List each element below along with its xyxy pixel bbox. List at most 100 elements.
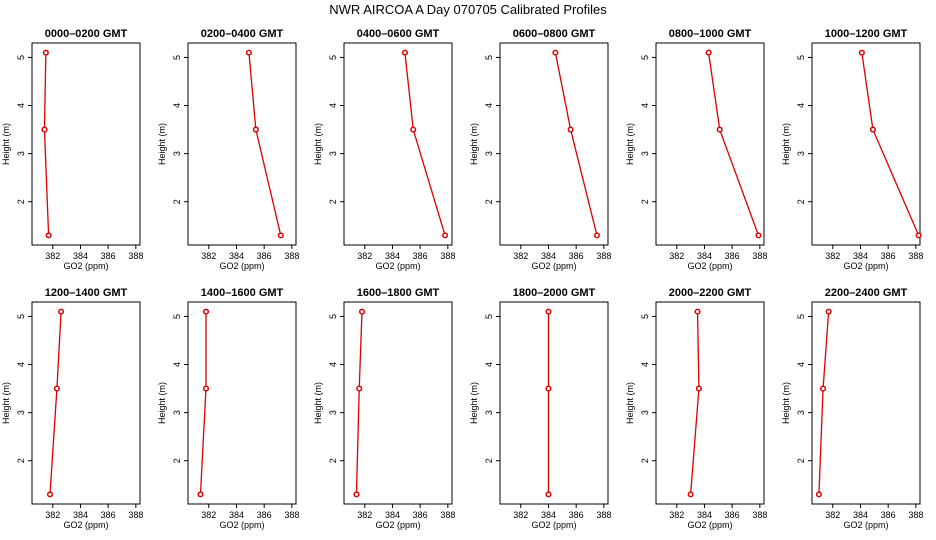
panel-title: 1400–1600 GMT — [201, 287, 284, 299]
x-axis-label: GO2 (ppm) — [843, 261, 888, 271]
x-tick-label: 382 — [825, 251, 840, 261]
data-point — [545, 385, 552, 392]
x-tick-label: 388 — [440, 251, 455, 261]
chart-panel-9: 1600–1800 GMT 382 384 386 388 2 3 4 5 GO2 (ppm) He… — [313, 287, 455, 530]
x-tick-label: 386 — [101, 510, 116, 520]
x-axis-label: GO2 (ppm) — [843, 520, 888, 530]
y-tick-label: 3 — [16, 151, 26, 156]
x-tick-label: 386 — [413, 510, 428, 520]
chart-panel-4: 0600–0800 GMT 382 384 386 388 2 3 4 5 GO2 (ppm) He… — [469, 28, 611, 271]
chart-panel-3: 0400–0600 GMT 382 384 386 388 2 3 4 5 GO2 (ppm) He… — [313, 28, 455, 271]
x-tick-label: 386 — [725, 251, 740, 261]
y-axis-label: Height (m) — [781, 123, 791, 165]
y-tick-label: 4 — [172, 362, 182, 367]
data-point — [202, 308, 210, 315]
profile-line — [199, 311, 207, 495]
y-tick-label: 3 — [796, 410, 806, 415]
x-tick-label: 388 — [752, 510, 767, 520]
chart-panel-2: 0200–0400 GMT 382 384 386 388 2 3 4 5 GO2 (ppm) He… — [157, 28, 299, 271]
x-axis-label: GO2 (ppm) — [687, 261, 732, 271]
y-axis-label: Height (m) — [781, 382, 791, 424]
x-axis-label: GO2 (ppm) — [219, 261, 264, 271]
y-tick-label: 4 — [328, 362, 338, 367]
y-tick-label: 3 — [796, 151, 806, 156]
x-tick-label: 382 — [201, 251, 216, 261]
panel-title: 2000–2200 GMT — [669, 287, 752, 299]
x-tick-label: 382 — [513, 510, 528, 520]
x-axis-label: GO2 (ppm) — [687, 520, 732, 530]
data-point — [46, 491, 54, 498]
profile-line — [49, 311, 62, 495]
plot-frame — [343, 42, 453, 246]
y-tick-label: 2 — [484, 199, 494, 204]
data-point — [567, 126, 574, 133]
y-tick-label: 4 — [796, 103, 806, 108]
data-point — [552, 49, 559, 56]
x-tick-label: 386 — [257, 510, 272, 520]
y-tick-label: 4 — [640, 362, 650, 367]
y-axis-label: Height (m) — [313, 382, 323, 424]
y-tick-label: 4 — [796, 362, 806, 367]
y-tick-label: 3 — [640, 151, 650, 156]
y-tick-label: 4 — [16, 362, 26, 367]
chart-panel-10: 1800–2000 GMT 382 384 386 388 2 3 4 5 GO2 (ppm) He… — [469, 287, 611, 530]
x-tick-label: 382 — [45, 510, 60, 520]
panel-title: 0000–0200 GMT — [45, 28, 128, 40]
data-point — [58, 308, 65, 315]
x-axis-label: GO2 (ppm) — [531, 520, 576, 530]
plot-frame — [31, 42, 141, 246]
data-point — [202, 385, 210, 392]
x-tick-label: 382 — [669, 510, 684, 520]
x-tick-label: 388 — [284, 251, 299, 261]
x-tick-label: 388 — [908, 251, 923, 261]
data-point — [858, 49, 865, 56]
data-point — [42, 49, 49, 56]
y-axis-label: Height (m) — [1, 123, 11, 165]
x-axis-label: GO2 (ppm) — [63, 261, 108, 271]
y-tick-label: 5 — [484, 55, 494, 60]
data-point — [442, 232, 449, 239]
y-axis-label: Height (m) — [469, 382, 479, 424]
y-tick-label: 2 — [328, 458, 338, 463]
plot-frame — [187, 301, 297, 505]
profile-line — [707, 52, 760, 236]
panel-title: 0800–1000 GMT — [669, 28, 752, 40]
panel-title: 1600–1800 GMT — [357, 287, 440, 299]
x-tick-label: 382 — [513, 251, 528, 261]
y-tick-label: 4 — [484, 362, 494, 367]
plot-frame — [811, 301, 921, 505]
y-tick-label: 3 — [484, 151, 494, 156]
data-point — [869, 126, 876, 133]
plot-frame — [187, 42, 297, 246]
data-point — [755, 232, 762, 239]
chart-panel-1: 0000–0200 GMT 382 384 386 388 2 3 4 5 GO2 (ppm) He… — [1, 28, 143, 271]
x-tick-label: 384 — [853, 251, 868, 261]
panel-title: 2200–2400 GMT — [825, 287, 908, 299]
data-point — [197, 491, 204, 498]
x-tick-label: 382 — [825, 510, 840, 520]
chart-panel-8: 1400–1600 GMT 382 384 386 388 2 3 4 5 GO2 (ppm) He… — [157, 287, 299, 530]
x-tick-label: 386 — [257, 251, 272, 261]
data-point — [45, 232, 52, 239]
x-tick-label: 386 — [569, 251, 584, 261]
profile-line — [404, 52, 446, 236]
y-tick-label: 5 — [328, 55, 338, 60]
x-tick-label: 382 — [201, 510, 216, 520]
panel-title: 0200–0400 GMT — [201, 28, 284, 40]
data-point — [825, 308, 832, 315]
x-tick-label: 384 — [853, 510, 868, 520]
y-tick-label: 2 — [16, 458, 26, 463]
data-point — [915, 232, 922, 239]
data-point — [820, 385, 827, 392]
y-tick-label: 3 — [172, 151, 182, 156]
x-tick-label: 388 — [752, 251, 767, 261]
data-point — [252, 126, 259, 133]
y-axis-label: Height (m) — [157, 123, 167, 165]
profile-line — [248, 52, 282, 236]
y-tick-label: 2 — [796, 199, 806, 204]
y-tick-label: 3 — [484, 410, 494, 415]
y-tick-label: 2 — [484, 458, 494, 463]
data-point — [716, 126, 723, 133]
y-axis-label: Height (m) — [313, 123, 323, 165]
y-tick-label: 2 — [640, 199, 650, 204]
